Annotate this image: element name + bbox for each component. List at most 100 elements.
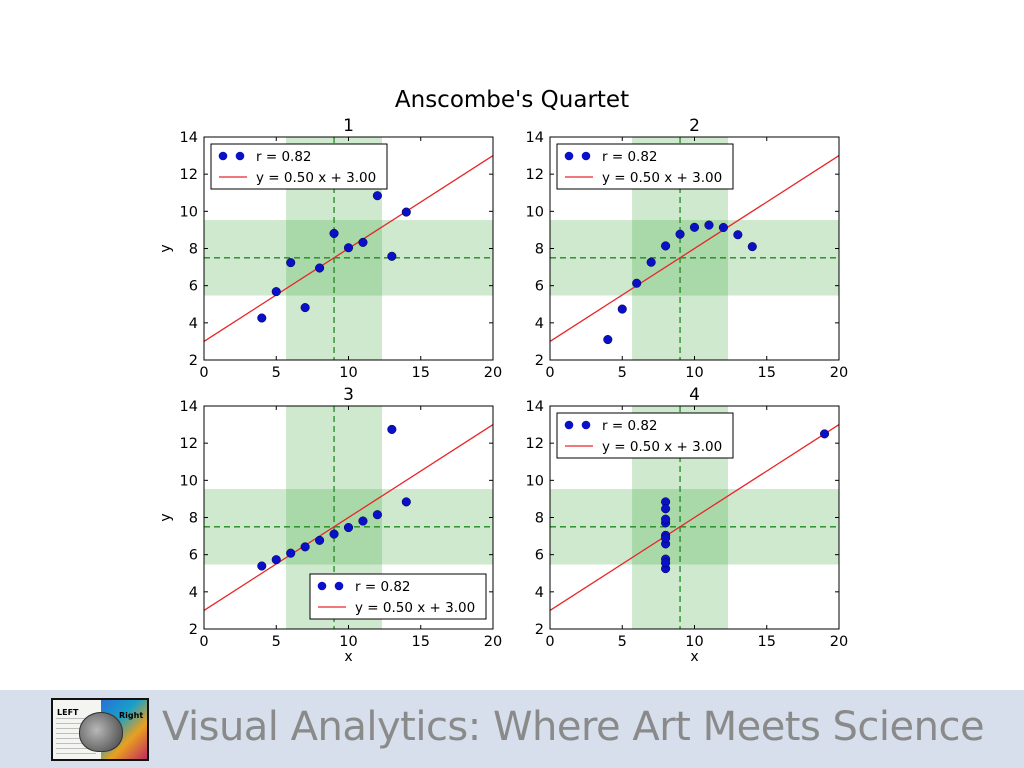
x-tick-label: 20 — [830, 634, 848, 650]
data-point — [257, 313, 267, 323]
y-tick-label: 2 — [535, 353, 544, 369]
logo-right-label: Right — [119, 711, 144, 720]
x-tick-label: 20 — [830, 365, 848, 381]
legend-label-r: r = 0.82 — [602, 418, 658, 434]
x-tick-label: 0 — [199, 365, 208, 381]
chart-title: Anscombe's Quartet — [395, 87, 629, 113]
legend: r = 0.82 y = 0.50 x + 3.00 — [309, 573, 487, 620]
data-point — [387, 424, 397, 434]
legend-label-fit: y = 0.50 x + 3.00 — [602, 439, 722, 455]
data-point — [704, 220, 714, 230]
data-point — [718, 222, 728, 233]
y-tick-label: 14 — [180, 399, 198, 415]
data-point — [646, 257, 656, 267]
x-tick-label: 15 — [412, 634, 430, 650]
y-axis-label: y — [158, 513, 174, 521]
brain-logo: LEFT Right — [51, 698, 149, 761]
y-tick-label: 14 — [180, 130, 198, 146]
data-point — [315, 263, 325, 273]
legend-label-fit: y = 0.50 x + 3.00 — [256, 170, 376, 186]
x-tick-label: 5 — [618, 634, 627, 650]
data-point — [257, 561, 267, 571]
legend-marker — [564, 151, 574, 161]
data-point — [286, 548, 296, 558]
data-point — [271, 555, 281, 565]
panel-1: 0 5 10 15 20 2 4 6 8 10 12 14 1 y r = 0.82 y = 0.50 x +… — [158, 116, 502, 381]
data-point — [617, 304, 627, 314]
panel-title: 1 — [343, 116, 354, 136]
y-tick-label: 6 — [189, 548, 198, 564]
data-point — [286, 258, 296, 268]
footer-title: Visual Analytics: Where Art Meets Scienc… — [162, 704, 985, 750]
data-point — [343, 243, 354, 253]
x-tick-label: 0 — [199, 634, 208, 650]
y-tick-label: 4 — [189, 316, 198, 332]
legend-marker — [581, 151, 591, 161]
x-tick-label: 5 — [272, 634, 281, 650]
data-point — [372, 191, 382, 201]
legend-marker — [581, 420, 591, 430]
panel-3: 0 5 10 15 20 2 4 6 8 10 12 14 3 y x r = 0.82 y = 0.50 x … — [158, 385, 502, 665]
y-tick-label: 4 — [535, 316, 544, 332]
x-tick-label: 0 — [545, 634, 554, 650]
y-tick-label: 12 — [180, 167, 198, 183]
y-tick-label: 10 — [526, 473, 544, 489]
data-point — [689, 222, 700, 232]
legend-label-r: r = 0.82 — [355, 579, 411, 595]
panel-4: 0 5 10 15 20 2 4 6 8 10 12 14 4 x r = 0.82 y = 0.50 x +… — [526, 385, 849, 665]
y-tick-label: 8 — [535, 242, 544, 258]
data-point — [675, 229, 685, 239]
x-tick-label: 15 — [758, 365, 776, 381]
panel-title: 4 — [689, 385, 700, 405]
data-point — [632, 278, 642, 288]
y-tick-label: 8 — [189, 242, 198, 258]
legend-box — [556, 143, 734, 190]
data-point — [661, 241, 671, 251]
x-tick-label: 20 — [484, 634, 502, 650]
legend: r = 0.82 y = 0.50 x + 3.00 — [210, 143, 388, 190]
data-point — [329, 228, 339, 238]
fit-line — [204, 424, 493, 611]
brain-icon — [79, 712, 123, 752]
y-tick-label: 6 — [535, 279, 544, 295]
data-point — [300, 303, 310, 313]
legend-marker — [564, 420, 574, 430]
data-point — [300, 542, 310, 552]
legend-label-r: r = 0.82 — [256, 149, 312, 165]
x-axis-label: x — [690, 649, 698, 665]
legend: r = 0.82 y = 0.50 x + 3.00 — [556, 143, 734, 190]
x-tick-label: 15 — [412, 365, 430, 381]
data-point — [372, 510, 382, 520]
legend-box — [309, 573, 487, 620]
y-axis-label: y — [158, 244, 174, 252]
y-tick-label: 12 — [526, 167, 544, 183]
legend-label-fit: y = 0.50 x + 3.00 — [355, 600, 475, 616]
legend-box — [210, 143, 388, 190]
x-tick-label: 10 — [685, 365, 703, 381]
y-tick-label: 14 — [526, 399, 544, 415]
anscombe-chart: Anscombe's Quartet 0 5 10 15 2024681012141yr… — [158, 87, 849, 665]
logo-left-label: LEFT — [57, 708, 79, 717]
x-tick-label: 20 — [484, 365, 502, 381]
panel-title: 2 — [689, 116, 700, 136]
legend-label-fit: y = 0.50 x + 3.00 — [602, 170, 722, 186]
y-tick-label: 6 — [535, 548, 544, 564]
legend-marker — [334, 581, 344, 591]
y-tick-label: 8 — [189, 511, 198, 527]
y-tick-label: 10 — [180, 204, 198, 220]
y-tick-label: 10 — [180, 473, 198, 489]
data-point — [661, 504, 671, 514]
data-point — [271, 287, 281, 297]
data-point — [401, 207, 411, 217]
legend-marker — [235, 151, 245, 161]
x-tick-label: 5 — [272, 365, 281, 381]
panel-title: 3 — [343, 385, 354, 405]
data-point — [733, 230, 743, 240]
data-point — [820, 429, 830, 439]
x-tick-label: 10 — [339, 634, 357, 650]
y-tick-label: 12 — [526, 436, 544, 452]
data-point — [603, 335, 613, 345]
panel-2: 0 5 10 15 20 2 4 6 8 10 12 14 2 r = 0.82 y = 0.50 x + … — [526, 116, 849, 381]
x-tick-label: 0 — [545, 365, 554, 381]
legend-label-r: r = 0.82 — [602, 149, 658, 165]
